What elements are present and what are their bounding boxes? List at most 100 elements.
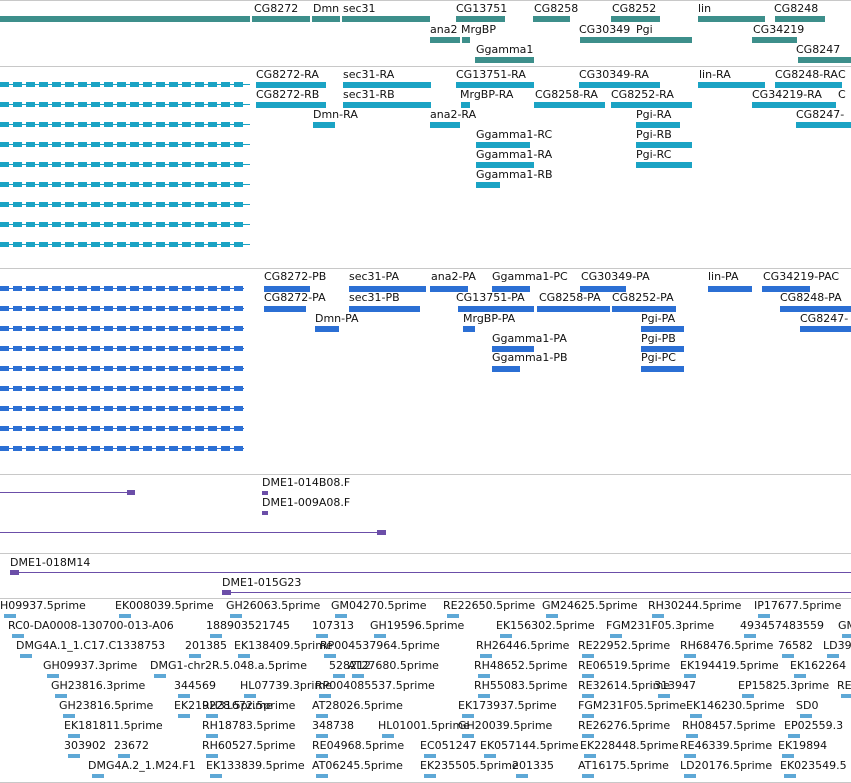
protein-bar[interactable]: [762, 286, 810, 292]
protein-bar[interactable]: [641, 366, 684, 372]
feature-label[interactable]: EK173937.5prime: [458, 699, 557, 712]
exon-block[interactable]: [156, 122, 165, 127]
feature-label[interactable]: CG8258-PA: [539, 291, 601, 304]
est-arrow[interactable]: [4, 614, 16, 618]
exon-block[interactable]: [52, 102, 61, 107]
exon-block[interactable]: [0, 346, 9, 351]
est-arrow[interactable]: [63, 714, 75, 718]
exon-block[interactable]: [104, 242, 113, 247]
est-arrow[interactable]: [784, 774, 796, 778]
feature-label[interactable]: EK162264: [790, 659, 847, 672]
exon-block[interactable]: [130, 346, 139, 351]
exon-block[interactable]: [208, 346, 217, 351]
feature-label[interactable]: EP15825.3prime: [738, 679, 830, 692]
exon-block[interactable]: [117, 242, 126, 247]
feature-label[interactable]: 23672: [114, 739, 149, 752]
exon-block[interactable]: [130, 102, 139, 107]
exon-block[interactable]: [91, 182, 100, 187]
feature-label[interactable]: CG34219-RA: [752, 88, 822, 101]
feature-label[interactable]: GH23816.3prime: [51, 679, 146, 692]
exon-block[interactable]: [130, 426, 139, 431]
exon-block[interactable]: [143, 202, 152, 207]
feature-label[interactable]: FGM231F05.5prime: [578, 699, 687, 712]
exon-block[interactable]: [143, 326, 152, 331]
exon-block[interactable]: [78, 346, 87, 351]
feature-label[interactable]: Pgi-PA: [641, 312, 676, 325]
exon-block[interactable]: [169, 82, 178, 87]
feature-label[interactable]: HL07739.3prime: [240, 679, 332, 692]
feature-label[interactable]: MrgBP-RA: [460, 88, 514, 101]
feature-label[interactable]: Ggamma1-RC: [476, 128, 553, 141]
feature-label[interactable]: RH60527.5prime: [202, 739, 296, 752]
exon-block[interactable]: [208, 182, 217, 187]
exon-block[interactable]: [39, 162, 48, 167]
exon-block[interactable]: [13, 82, 22, 87]
est-arrow[interactable]: [478, 694, 490, 698]
exon-block[interactable]: [156, 426, 165, 431]
exon-block[interactable]: [78, 202, 87, 207]
protein-bar[interactable]: [580, 286, 626, 292]
exon-block[interactable]: [91, 446, 100, 451]
transcript-bar[interactable]: [476, 142, 530, 148]
est-arrow[interactable]: [742, 694, 754, 698]
exon-block[interactable]: [208, 286, 217, 291]
transcript-bar[interactable]: [456, 82, 534, 88]
exon-block[interactable]: [221, 102, 230, 107]
exon-block[interactable]: [91, 326, 100, 331]
transcript-bar[interactable]: [476, 182, 500, 188]
exon-block[interactable]: [26, 142, 35, 147]
exon-block[interactable]: [130, 202, 139, 207]
feature-label[interactable]: GH20039.5prime: [458, 719, 553, 732]
transcript-bar[interactable]: [579, 82, 660, 88]
exon-block[interactable]: [104, 182, 113, 187]
exon-block[interactable]: [208, 162, 217, 167]
est-arrow[interactable]: [462, 714, 474, 718]
exon-block[interactable]: [0, 426, 9, 431]
est-arrow[interactable]: [374, 634, 386, 638]
exon-block[interactable]: [13, 222, 22, 227]
exon-block[interactable]: [169, 386, 178, 391]
exon-block[interactable]: [221, 142, 230, 147]
exon-block[interactable]: [104, 102, 113, 107]
transcript-bar[interactable]: [775, 82, 842, 88]
feature-label[interactable]: CG30349: [579, 23, 631, 36]
exon-block[interactable]: [0, 122, 9, 127]
exon-block[interactable]: [0, 182, 9, 187]
exon-block[interactable]: [130, 242, 139, 247]
exon-block[interactable]: [13, 386, 22, 391]
exon-block[interactable]: [143, 426, 152, 431]
feature-label[interactable]: EK057144.5prime: [480, 739, 579, 752]
exon-block[interactable]: [169, 222, 178, 227]
feature-label[interactable]: 493457483559: [740, 619, 824, 632]
exon-block[interactable]: [104, 346, 113, 351]
transcript-bar[interactable]: [461, 102, 470, 108]
est-arrow[interactable]: [684, 754, 696, 758]
est-arrow[interactable]: [206, 734, 218, 738]
exon-block[interactable]: [182, 142, 191, 147]
exon-block[interactable]: [195, 346, 204, 351]
feature-label[interactable]: DME1-018M14: [10, 556, 91, 569]
exon-block[interactable]: [130, 366, 139, 371]
exon-block[interactable]: [169, 182, 178, 187]
feature-label[interactable]: Ggamma1: [476, 43, 534, 56]
exon-block[interactable]: [26, 82, 35, 87]
exon-block[interactable]: [91, 242, 100, 247]
exon-block[interactable]: [78, 446, 87, 451]
exon-block[interactable]: [208, 426, 217, 431]
exon-block[interactable]: [65, 202, 74, 207]
exon-block[interactable]: [221, 326, 230, 331]
feature-label[interactable]: RE46339.5prime: [680, 739, 773, 752]
exon-block[interactable]: [234, 306, 243, 311]
feature-label[interactable]: RE04968.5prime: [312, 739, 405, 752]
exon-block[interactable]: [234, 222, 243, 227]
feature-label[interactable]: Dmn-RA: [313, 108, 358, 121]
exon-block[interactable]: [221, 242, 230, 247]
exon-block[interactable]: [221, 82, 230, 87]
exon-block[interactable]: [208, 386, 217, 391]
feature-label[interactable]: IP17677.5prime: [754, 599, 842, 612]
gene-bar[interactable]: [637, 37, 692, 43]
exon-block[interactable]: [26, 162, 35, 167]
exon-block[interactable]: [78, 142, 87, 147]
exon-block[interactable]: [0, 286, 9, 291]
exon-block[interactable]: [169, 366, 178, 371]
